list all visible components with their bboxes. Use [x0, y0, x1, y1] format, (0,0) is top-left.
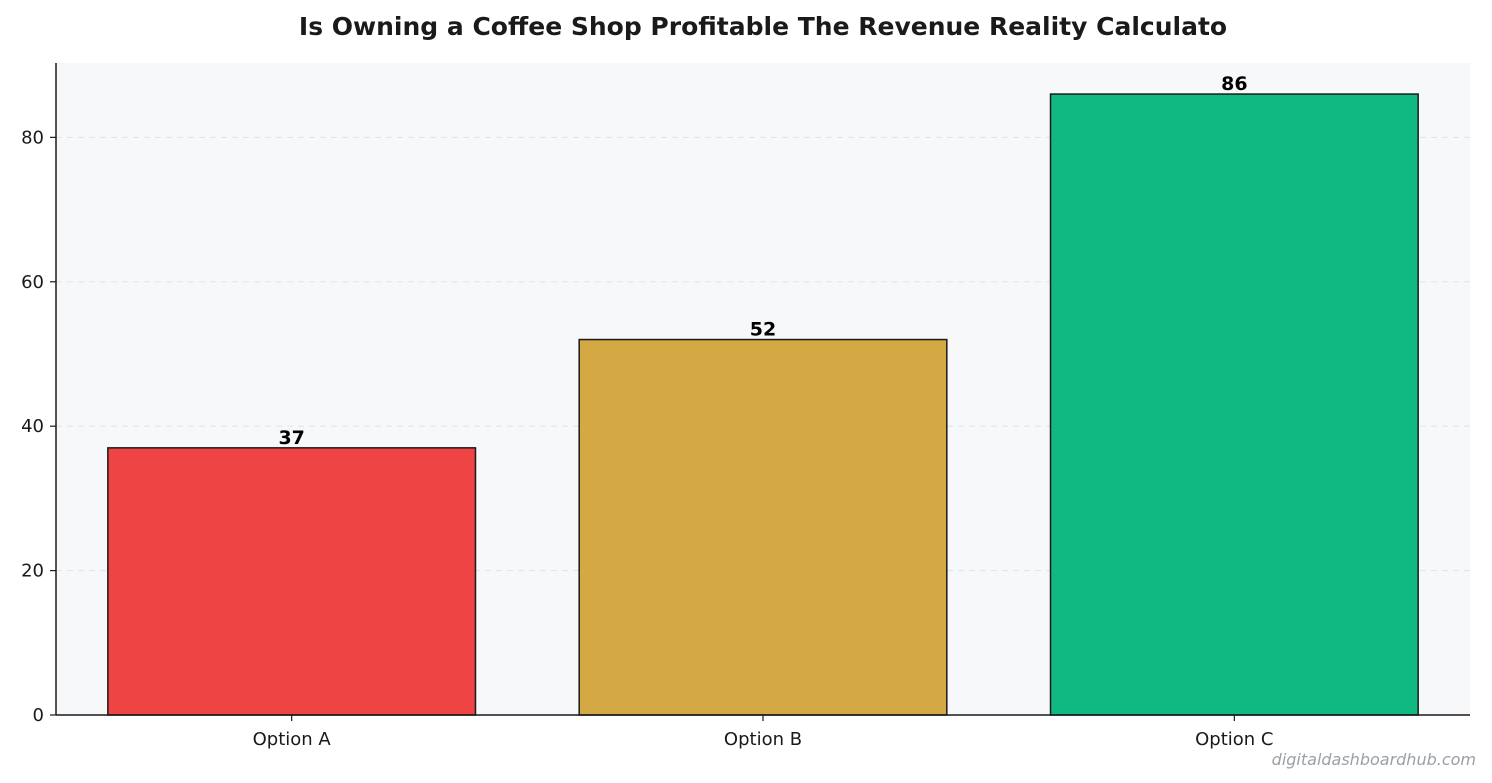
bar-value-labels: 37 52 86 [278, 73, 1247, 449]
y-tick-label: 60 [21, 272, 44, 293]
bar-option-c [1049, 93, 1419, 716]
y-ticks: 0 20 40 60 80 [21, 127, 56, 726]
bar-option-b [578, 338, 948, 716]
bar-value-label: 52 [750, 319, 776, 341]
bar-value-label: 37 [278, 427, 304, 449]
y-tick-label: 40 [21, 416, 44, 437]
bars [107, 93, 1419, 716]
bar-option-a [107, 447, 477, 716]
y-tick-label: 0 [33, 705, 44, 726]
x-tick-label: Option C [1195, 729, 1273, 750]
chart-title: Is Owning a Coffee Shop Profitable The R… [299, 12, 1227, 41]
x-tick-label: Option A [253, 729, 332, 750]
y-tick-label: 80 [21, 127, 44, 148]
x-tick-label: Option B [724, 729, 802, 750]
x-ticks: Option A Option B Option C [253, 715, 1274, 750]
y-tick-label: 20 [21, 561, 44, 582]
bar-value-label: 86 [1221, 73, 1247, 95]
watermark-text: digitaldashboardhub.com [1272, 750, 1476, 769]
